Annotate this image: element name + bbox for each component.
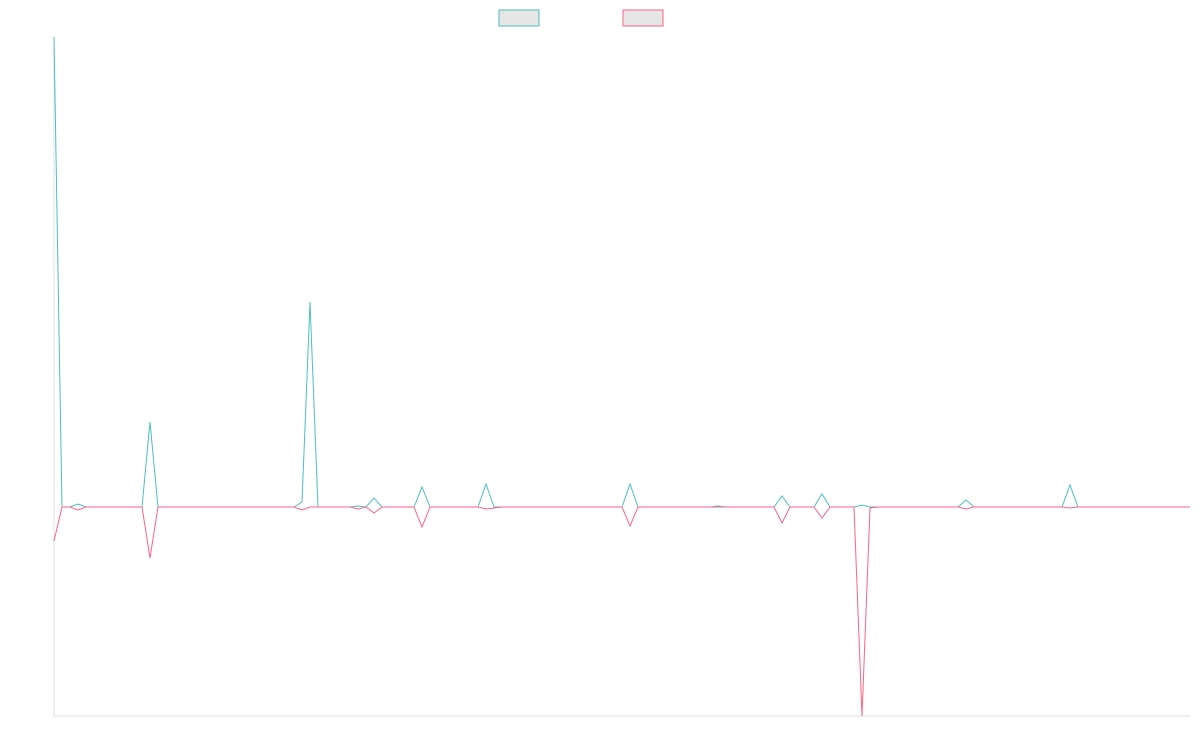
series-line bbox=[53, 506, 1190, 717]
series-line bbox=[53, 36, 1190, 508]
legend-swatch[interactable] bbox=[622, 9, 664, 27]
legend-swatch[interactable] bbox=[498, 9, 540, 27]
